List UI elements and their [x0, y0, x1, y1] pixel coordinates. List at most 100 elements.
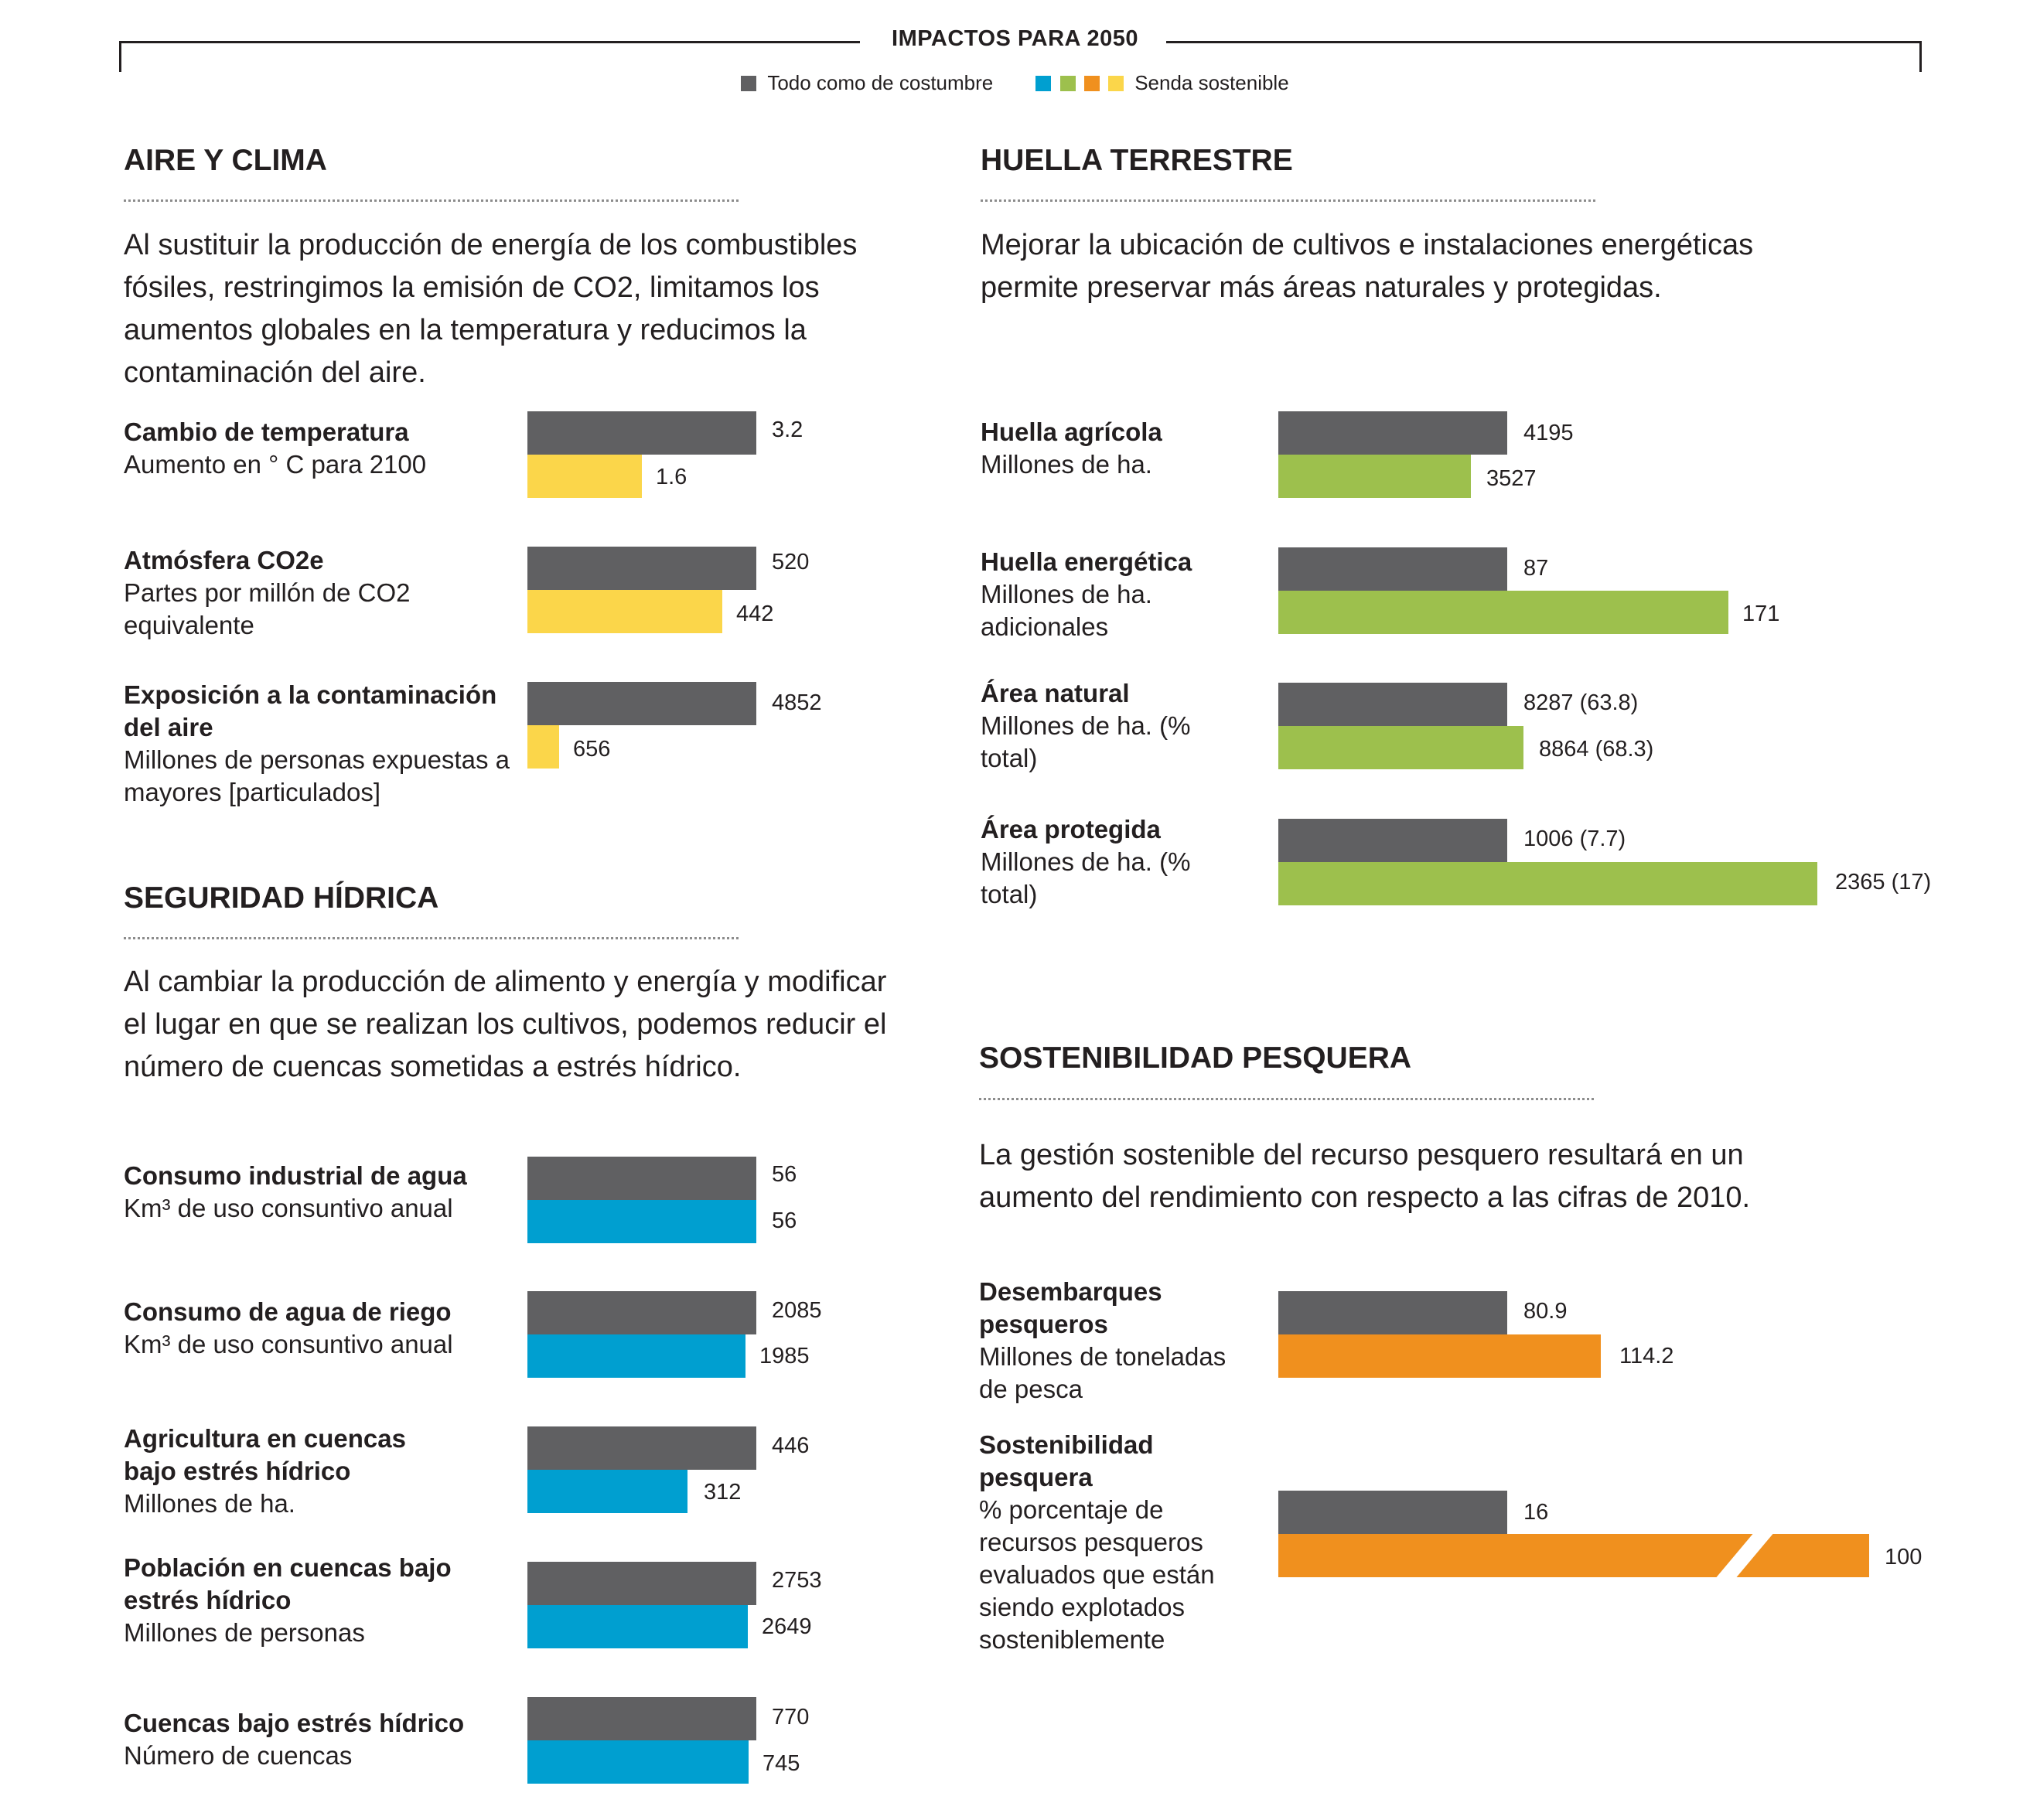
row-title: Sostenibilidad pesquera [979, 1430, 1154, 1491]
legend-label-sustainable: Senda sostenible [1134, 71, 1289, 94]
value-base-agricultura: 446 [772, 1433, 810, 1458]
bar-base-desembarques [1278, 1291, 1507, 1334]
row-subtitle: Millones de personas [124, 1618, 365, 1647]
header-rule-left [119, 41, 860, 43]
row-title: Población en cuencas bajo estrés hídrico [124, 1553, 452, 1614]
row-subtitle: % porcentaje de recursos pesqueros evalu… [979, 1495, 1215, 1654]
bar-sust-agricola [1278, 455, 1471, 498]
section-desc-agua: Al cambiar la producción de alimento y e… [124, 966, 887, 1083]
header-rule-right [1166, 41, 1919, 43]
value-base-contaminacion: 4852 [772, 690, 822, 715]
row-label-temperatura: Cambio de temperatura Aumento en ° C par… [124, 416, 526, 481]
bar-base-natural [1278, 683, 1507, 726]
section-title-tierra: HUELLA TERRESTRE [981, 144, 1293, 177]
bar-base-agricultura [527, 1426, 756, 1470]
bar-sust-co2e [527, 590, 722, 633]
row-title: Huella agrícola [981, 418, 1162, 446]
bar-base-sostenibilidad [1278, 1491, 1507, 1534]
row-subtitle: Partes por millón de CO2 equivalente [124, 578, 411, 639]
row-title: Huella energética [981, 547, 1192, 576]
legend: Todo como de costumbre Senda sostenible [0, 71, 2030, 95]
value-sust-co2e: 442 [736, 602, 774, 626]
row-title: Área protegida [981, 815, 1161, 844]
value-base-energetica: 87 [1523, 556, 1549, 581]
bar-base-protegida [1278, 819, 1507, 862]
section-rule-aire [124, 199, 739, 202]
row-subtitle: Millones de personas expuestas a mayores… [124, 745, 510, 806]
legend-item-base: Todo como de costumbre [741, 71, 993, 95]
bar-base-cuencas [527, 1697, 756, 1740]
bar-sust-protegida [1278, 862, 1817, 905]
section-rule-tierra [981, 199, 1595, 202]
row-title: Cambio de temperatura [124, 418, 409, 446]
value-sust-natural: 8864 (68.3) [1539, 737, 1654, 762]
section-title-pesca: SOSTENIBILIDAD PESQUERA [979, 1041, 1412, 1075]
row-title: Agricultura en cuencas bajo estrés hídri… [124, 1424, 406, 1485]
bar-sust-industrial [527, 1200, 756, 1243]
bar-sust-desembarques [1278, 1334, 1601, 1378]
row-title: Consumo industrial de agua [124, 1161, 467, 1190]
value-sust-contaminacion: 656 [573, 737, 611, 762]
value-sust-cuencas: 745 [763, 1751, 800, 1776]
section-title-agua: SEGURIDAD HÍDRICA [124, 881, 439, 915]
row-label-desembarques: Desembarques pesqueros Millones de tonel… [979, 1276, 1257, 1406]
bar-base-energetica [1278, 547, 1507, 591]
bar-sust-riego [527, 1334, 745, 1378]
row-label-natural: Área natural Millones de ha. (% total) [981, 677, 1197, 775]
value-base-cuencas: 770 [772, 1705, 810, 1730]
value-base-riego: 2085 [772, 1298, 822, 1323]
row-subtitle: Km³ de uso consuntivo anual [124, 1330, 453, 1358]
value-sust-agricultura: 312 [704, 1480, 742, 1505]
row-title: Exposición a la contaminación del aire [124, 680, 497, 741]
legend-swatch-gray [741, 76, 757, 91]
bar-sust-sostenibilidad [1278, 1534, 1869, 1577]
section-desc-tierra: Mejorar la ubicación de cultivos e insta… [981, 229, 1754, 304]
value-base-agricola: 4195 [1523, 421, 1574, 445]
value-sust-energetica: 171 [1742, 602, 1780, 626]
section-rule-pesca [979, 1098, 1594, 1100]
row-label-protegida: Área protegida Millones de ha. (% total) [981, 813, 1197, 911]
bar-sust-natural [1278, 726, 1523, 769]
row-subtitle: Millones de toneladas de pesca [979, 1342, 1227, 1403]
bar-base-temperatura [527, 411, 756, 455]
legend-label-base: Todo como de costumbre [767, 71, 994, 94]
value-sust-protegida: 2365 (17) [1835, 870, 1932, 895]
section-desc-pesca: La gestión sostenible del recurso pesque… [979, 1139, 1751, 1214]
row-label-energetica: Huella energética Millones de ha. adicio… [981, 546, 1197, 643]
row-subtitle: Millones de ha. (% total) [981, 847, 1191, 908]
bar-sust-cuencas [527, 1740, 749, 1784]
row-label-industrial: Consumo industrial de agua Km³ de uso co… [124, 1160, 526, 1225]
row-subtitle: Número de cuencas [124, 1741, 353, 1770]
bar-sust-energetica [1278, 591, 1728, 634]
value-sust-riego: 1985 [759, 1344, 810, 1368]
row-subtitle: Millones de ha. (% total) [981, 711, 1191, 772]
legend-item-sustainable: Senda sostenible [1035, 71, 1289, 95]
row-subtitle: Aumento en ° C para 2100 [124, 450, 427, 479]
row-subtitle: Km³ de uso consuntivo anual [124, 1194, 453, 1222]
row-title: Área natural [981, 679, 1130, 707]
value-sust-sostenibilidad: 100 [1885, 1545, 1923, 1569]
bar-sust-agricultura [527, 1470, 687, 1513]
bar-base-industrial [527, 1157, 756, 1200]
bar-base-agricola [1278, 411, 1507, 455]
row-label-co2e: Atmósfera CO2e Partes por millón de CO2 … [124, 544, 472, 642]
value-base-protegida: 1006 (7.7) [1523, 826, 1626, 851]
value-sust-agricola: 3527 [1486, 466, 1537, 491]
value-base-poblacion: 2753 [772, 1568, 822, 1593]
bar-base-co2e [527, 547, 756, 590]
value-base-natural: 8287 (63.8) [1523, 690, 1639, 715]
bar-base-poblacion [527, 1562, 756, 1605]
row-title: Cuencas bajo estrés hídrico [124, 1709, 465, 1737]
row-subtitle: Millones de ha. [124, 1489, 295, 1518]
section-desc-aire: Al sustituir la producción de energía de… [124, 229, 858, 389]
row-label-riego: Consumo de agua de riego Km³ de uso cons… [124, 1296, 526, 1361]
section-title-aire: AIRE Y CLIMA [124, 144, 327, 177]
bar-sust-temperatura [527, 455, 642, 498]
bar-base-riego [527, 1291, 756, 1334]
legend-swatch-blue [1035, 76, 1052, 91]
row-title: Desembarques pesqueros [979, 1277, 1162, 1338]
legend-swatch-orange [1083, 76, 1100, 91]
row-label-poblacion: Población en cuencas bajo estrés hídrico… [124, 1552, 456, 1649]
row-label-sostenibilidad: Sostenibilidad pesquera % porcentaje de … [979, 1429, 1234, 1656]
row-label-agricultura: Agricultura en cuencas bajo estrés hídri… [124, 1423, 433, 1520]
